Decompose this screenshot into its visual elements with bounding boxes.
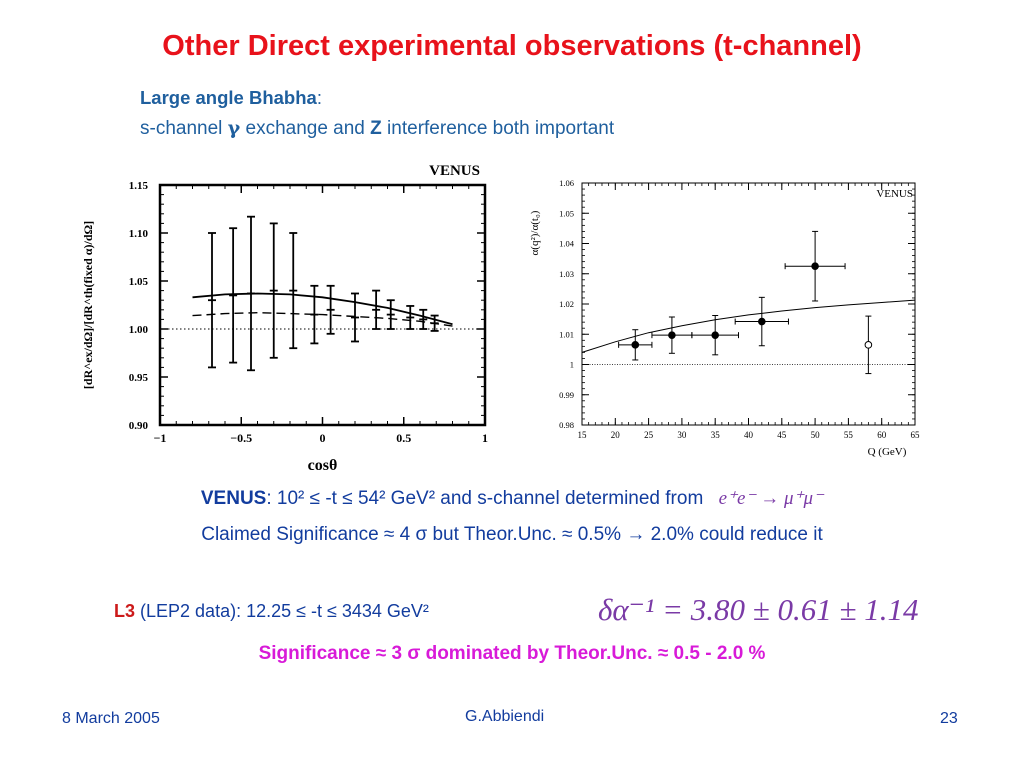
plot-a-xtick-label: −0.5 bbox=[230, 431, 252, 445]
plot-b-xtick-label: 65 bbox=[911, 430, 921, 440]
venus-text: : 10² ≤ -t ≤ 54² GeV² and s-channel dete… bbox=[266, 488, 704, 509]
plot-a-xtick-label: −1 bbox=[154, 431, 167, 445]
plot-a-xtick-label: 1 bbox=[482, 431, 488, 445]
plot-a-ytick-label: 1.00 bbox=[129, 324, 149, 336]
plot-b-ytick-label: 0.98 bbox=[559, 420, 574, 430]
plot-b-xtick-label: 50 bbox=[811, 430, 821, 440]
z-boson-label: Z bbox=[370, 118, 382, 139]
plot-b-xtick-label: 35 bbox=[711, 430, 721, 440]
plot-a-ytick-label: 1.10 bbox=[129, 228, 149, 240]
venus-alpha-running-plot: VENUS 0.98 0.99 1 1.01 1.02 1.03 1.04 1.05 1.06 15… bbox=[529, 178, 920, 458]
plot-b-ytick-label: 1.02 bbox=[559, 299, 574, 309]
line2-part-b: exchange and bbox=[240, 118, 371, 139]
footer-date: 8 March 2005 bbox=[62, 710, 160, 727]
reaction-formula: e⁺e⁻ → μ⁺μ⁻ bbox=[718, 488, 824, 509]
plot-a-frame bbox=[158, 183, 487, 427]
plot-b-xtick-label: 45 bbox=[777, 430, 787, 440]
venus-bold: VENUS bbox=[200, 488, 267, 509]
plot-b-point bbox=[711, 331, 719, 339]
plot-b-xtick-label: 20 bbox=[611, 430, 621, 440]
significance-line: Significance ≈ 3 σ dominated by Theor.Un… bbox=[258, 643, 766, 664]
subtitle-colon: : bbox=[316, 87, 322, 108]
plot-b-ylabel: α(q²)/α(t₀) bbox=[529, 210, 541, 255]
plot-b-ytick-label: 1.06 bbox=[559, 178, 574, 188]
line2-part-a: s-channel bbox=[140, 118, 228, 139]
plot-b-curve-theory bbox=[581, 299, 916, 353]
venus-summary-line: VENUS: 10² ≤ -t ≤ 54² GeV² and s-channel… bbox=[0, 487, 1024, 510]
plot-b-ytick-label: 0.99 bbox=[559, 390, 574, 400]
interference-line: s-channel γ exchange and Z interference … bbox=[140, 117, 614, 140]
plot-b-xtick-label: 25 bbox=[644, 430, 654, 440]
plot-b-point bbox=[864, 341, 873, 349]
plot-a-xlabel: cosθ bbox=[308, 457, 338, 473]
plot-a-xtick-label: 0 bbox=[320, 431, 326, 445]
plot-a-ytick-label: 0.90 bbox=[129, 420, 149, 432]
l3-line: L3 (LEP2 data): 12.25 ≤ -t ≤ 3434 GeV² bbox=[114, 601, 429, 622]
plot-b-xtick-label: 55 bbox=[844, 430, 854, 440]
plot-b-ytick-label: 1.01 bbox=[559, 329, 574, 339]
plot-a-ytick-label: 1.15 bbox=[129, 180, 149, 192]
line2-part-c: interference both important bbox=[381, 118, 615, 139]
claimed-significance-line: Claimed Significance ≈ 4 σ but Theor.Unc… bbox=[201, 524, 823, 545]
plot-b-xlabel: Q (GeV) bbox=[868, 446, 907, 458]
plot-a-ytick-label: 0.95 bbox=[129, 372, 149, 384]
plot-b-xtick-label: 60 bbox=[877, 430, 887, 440]
footer-page-number: 23 bbox=[940, 710, 958, 727]
plot-a-title: VENUS bbox=[429, 163, 480, 179]
plot-a-ylabel: [dR^ex/dΩ]/[dR^th(fixed α)/dΩ] bbox=[81, 221, 95, 389]
l3-formula: δα⁻¹ = 3.80 ± 0.61 ± 1.14 bbox=[598, 592, 919, 627]
plot-b-group: VENUS 0.98 0.99 1 1.01 1.02 1.03 1.04 1.05 1.06 15… bbox=[529, 178, 920, 458]
plot-b-xtick-label: 15 bbox=[578, 430, 588, 440]
l3-bold: L3 bbox=[114, 601, 136, 621]
gamma-symbol: γ bbox=[227, 117, 241, 139]
plot-b-ytick-label: 1.04 bbox=[559, 239, 575, 249]
footer-author: G.Abbiendi bbox=[465, 708, 545, 725]
plot-b-xtick-label: 40 bbox=[744, 430, 754, 440]
plot-b-ytick-label: 1.03 bbox=[559, 269, 574, 279]
plot-b-ytick-label: 1.05 bbox=[559, 208, 574, 218]
plot-b-point bbox=[668, 331, 676, 339]
l3-text: (LEP2 data): 12.25 ≤ -t ≤ 3434 GeV² bbox=[135, 601, 429, 621]
plot-a-curve-dashed bbox=[192, 311, 453, 327]
plot-b-point bbox=[811, 262, 819, 270]
plot-b-ytick-label: 1 bbox=[570, 360, 574, 370]
plot-a-group: VENUS 0.90 0.95 1.00 1.05 1.10 1.15 −1 −0.5 0 0.5 1… bbox=[81, 163, 488, 473]
subtitle-bold: Large angle Bhabha bbox=[140, 87, 317, 108]
plot-b-title: VENUS bbox=[876, 188, 913, 200]
slide-title: Other Direct experimental observations (… bbox=[162, 30, 862, 62]
plot-b-xtick-label: 30 bbox=[677, 430, 687, 440]
plot-a-ytick-label: 1.05 bbox=[129, 276, 149, 288]
subtitle-line: Large angle Bhabha: bbox=[140, 87, 322, 109]
plot-b-point bbox=[631, 341, 640, 349]
plot-a-xtick-label: 0.5 bbox=[396, 431, 411, 445]
plot-a-curve-solid bbox=[192, 292, 453, 326]
venus-cos-theta-plot: VENUS 0.90 0.95 1.00 1.05 1.10 1.15 −1 −0.5 0 0.5 1… bbox=[81, 163, 488, 473]
plot-b-point bbox=[758, 317, 766, 326]
